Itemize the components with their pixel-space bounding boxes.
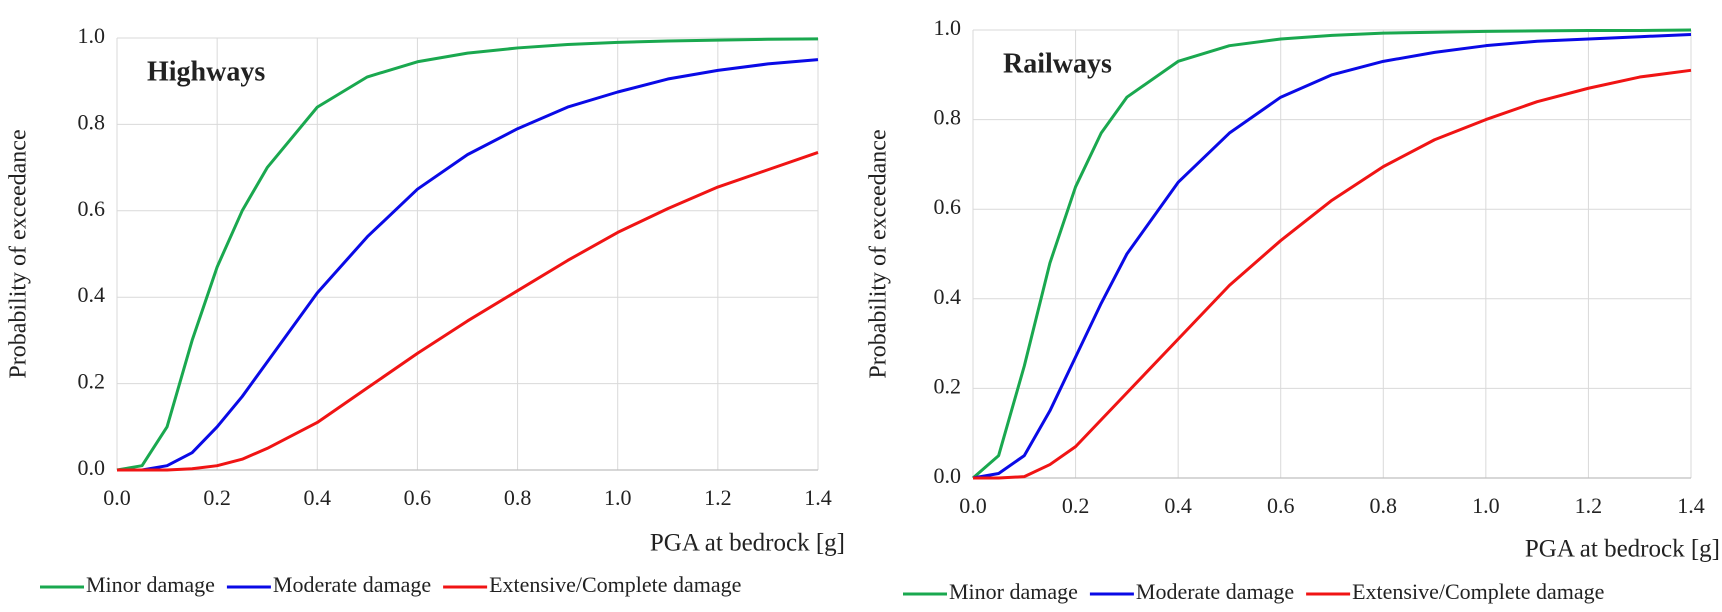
x-tick-label: 1.2 bbox=[1575, 493, 1603, 518]
legend-label: Moderate damage bbox=[1136, 579, 1294, 604]
y-tick-label: 1.0 bbox=[78, 23, 106, 48]
y-tick-label: 0.0 bbox=[78, 455, 106, 480]
y-tick-label: 0.4 bbox=[934, 284, 962, 309]
legend-label: Minor damage bbox=[86, 572, 215, 597]
y-tick-label: 0.8 bbox=[934, 105, 962, 130]
x-tick-label: 0.6 bbox=[404, 485, 432, 510]
series-line bbox=[116, 37, 819, 472]
x-axis-label: PGA at bedrock [g] bbox=[650, 530, 845, 557]
y-tick-label: 0.4 bbox=[78, 282, 106, 307]
y-tick-label: 0.6 bbox=[934, 194, 962, 219]
legend-label: Extensive/Complete damage bbox=[1352, 579, 1604, 604]
series-line bbox=[117, 58, 819, 472]
x-tick-label: 0.2 bbox=[1062, 493, 1090, 518]
x-tick-label: 1.0 bbox=[1472, 493, 1500, 518]
x-tick-label: 1.2 bbox=[704, 485, 732, 510]
series-line bbox=[117, 151, 819, 472]
y-tick-label: 0.8 bbox=[78, 109, 106, 134]
series-line bbox=[972, 32, 1692, 480]
series-line bbox=[972, 28, 1692, 480]
x-tick-label: 0.2 bbox=[203, 485, 231, 510]
chart-title: Railways bbox=[1003, 48, 1112, 79]
x-tick-label: 0.8 bbox=[1370, 493, 1398, 518]
y-tick-label: 0.2 bbox=[78, 369, 106, 394]
series-line bbox=[973, 68, 1692, 480]
x-axis-label: PGA at bedrock [g] bbox=[1525, 536, 1720, 563]
y-tick-label: 1.0 bbox=[934, 15, 962, 40]
x-tick-label: 0.6 bbox=[1267, 493, 1295, 518]
y-tick-label: 0.2 bbox=[934, 373, 962, 398]
y-axis-label: Probability of exceedance bbox=[6, 129, 32, 378]
x-tick-label: 0.4 bbox=[304, 485, 332, 510]
legend-label: Extensive/Complete damage bbox=[489, 572, 741, 597]
y-tick-label: 0.0 bbox=[934, 463, 962, 488]
x-tick-label: 0.4 bbox=[1164, 493, 1192, 518]
x-tick-label: 1.0 bbox=[604, 485, 632, 510]
x-tick-label: 0.8 bbox=[504, 485, 532, 510]
legend-label: Moderate damage bbox=[273, 572, 431, 597]
x-tick-label: 1.4 bbox=[1677, 493, 1705, 518]
legend-label: Minor damage bbox=[949, 579, 1078, 604]
y-tick-label: 0.6 bbox=[78, 196, 106, 221]
x-tick-label: 1.4 bbox=[804, 485, 832, 510]
x-tick-label: 0.0 bbox=[103, 485, 131, 510]
chart-title: Highways bbox=[147, 56, 265, 87]
x-tick-label: 0.0 bbox=[959, 493, 987, 518]
y-axis-label: Probability of exceedance bbox=[866, 129, 892, 378]
